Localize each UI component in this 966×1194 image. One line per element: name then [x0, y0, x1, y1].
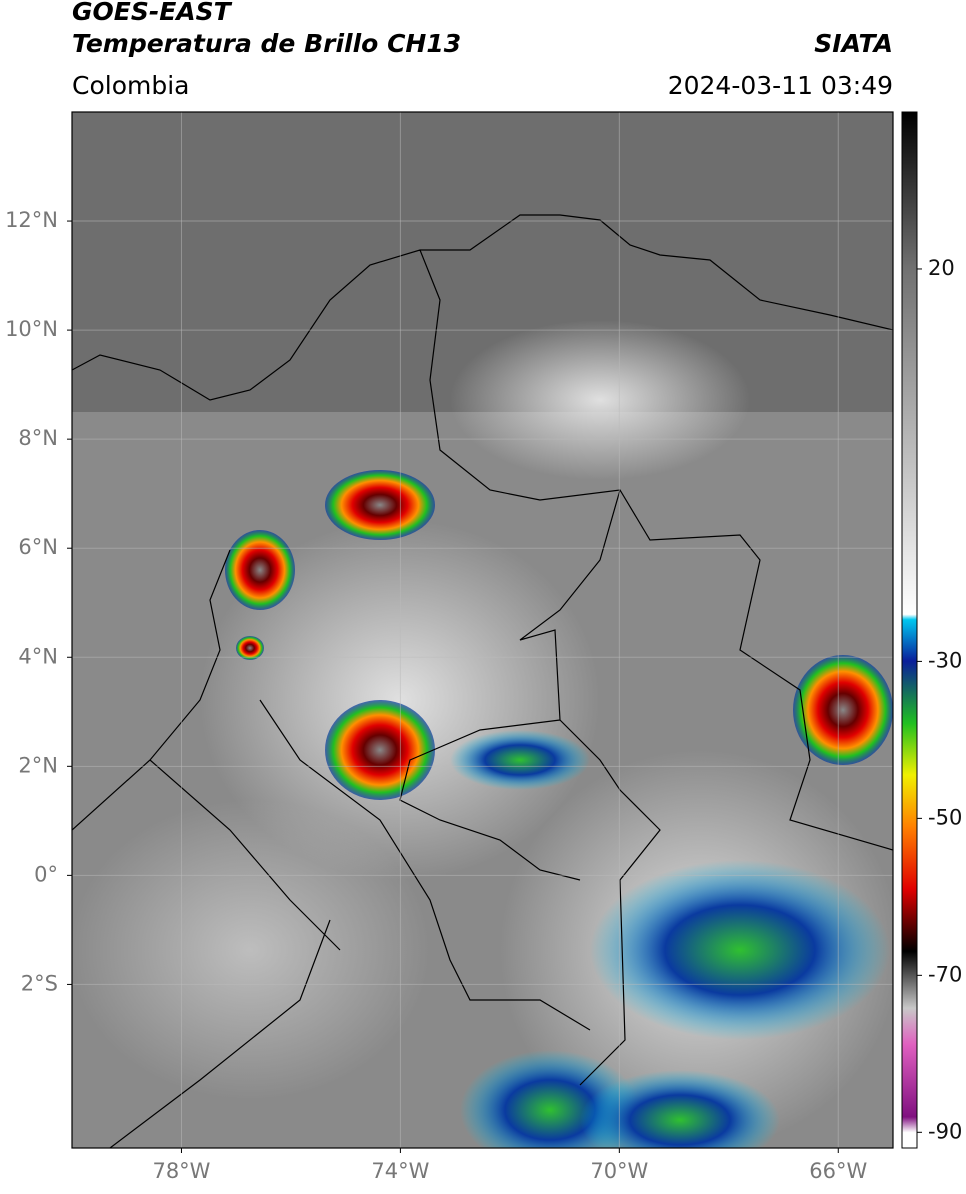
- y-tick-label: 12°N: [5, 208, 58, 232]
- agency: SIATA: [814, 29, 893, 58]
- subtitle: Temperatura de Brillo CH13: [72, 29, 461, 58]
- timestamp: 2024-03-11 03:49: [668, 71, 893, 100]
- y-tick-label: 0°: [34, 862, 58, 886]
- colorbar-tick-label: 20: [928, 256, 955, 280]
- x-tick-label: 74°W: [371, 1159, 429, 1183]
- colorbar: [901, 111, 918, 1149]
- title: GOES-EAST: [72, 0, 233, 26]
- map-frame: [71, 111, 894, 1149]
- x-tick-label: 66°W: [809, 1159, 867, 1183]
- colorbar-tick-label: -50: [928, 805, 962, 829]
- imagery: [72, 112, 893, 1148]
- y-tick-label: 6°N: [18, 535, 58, 559]
- y-tick-label: 2°S: [21, 971, 58, 995]
- y-tick-label: 8°N: [18, 426, 58, 450]
- colorbar-tick-label: -70: [928, 962, 962, 986]
- colorbar-tick-label: -30: [928, 648, 962, 672]
- region: Colombia: [72, 71, 189, 100]
- y-tick-label: 4°N: [18, 644, 58, 668]
- y-tick-label: 2°N: [18, 753, 58, 777]
- colorbar-tick-label: -90: [928, 1119, 962, 1143]
- x-tick-label: 70°W: [590, 1159, 648, 1183]
- grid: [72, 112, 893, 1148]
- x-tick-label: 78°W: [152, 1159, 210, 1183]
- y-tick-label: 10°N: [5, 317, 58, 341]
